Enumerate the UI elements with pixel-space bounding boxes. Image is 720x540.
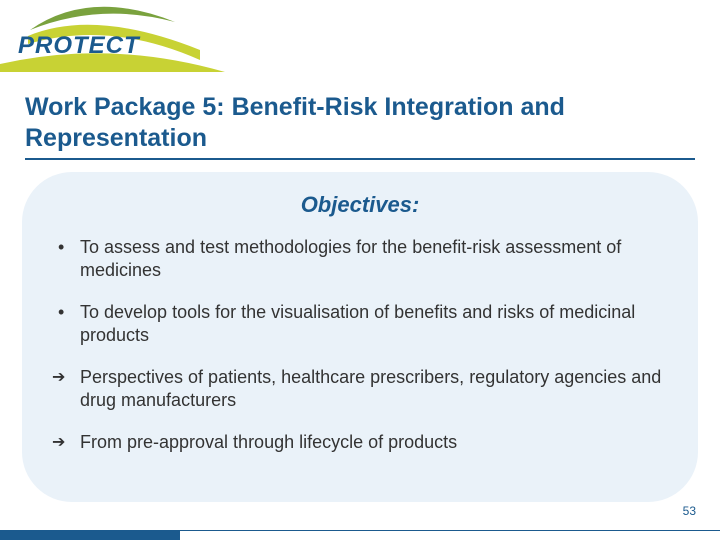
- slide-title: Work Package 5: Benefit-Risk Integration…: [25, 92, 695, 160]
- footer-bar: [0, 528, 720, 540]
- logo-area: PROTECT: [0, 0, 720, 78]
- bullet-list: To assess and test methodologies for the…: [52, 236, 668, 454]
- list-item: To assess and test methodologies for the…: [52, 236, 668, 281]
- content-box: Objectives: To assess and test methodolo…: [22, 172, 698, 502]
- list-item: Perspectives of patients, healthcare pre…: [52, 366, 668, 411]
- objectives-heading: Objectives:: [52, 192, 668, 218]
- list-item: To develop tools for the visualisation o…: [52, 301, 668, 346]
- footer-block: [0, 530, 180, 540]
- list-item: From pre-approval through lifecycle of p…: [52, 431, 668, 454]
- logo-text: PROTECT: [18, 32, 140, 60]
- page-number: 53: [683, 504, 696, 518]
